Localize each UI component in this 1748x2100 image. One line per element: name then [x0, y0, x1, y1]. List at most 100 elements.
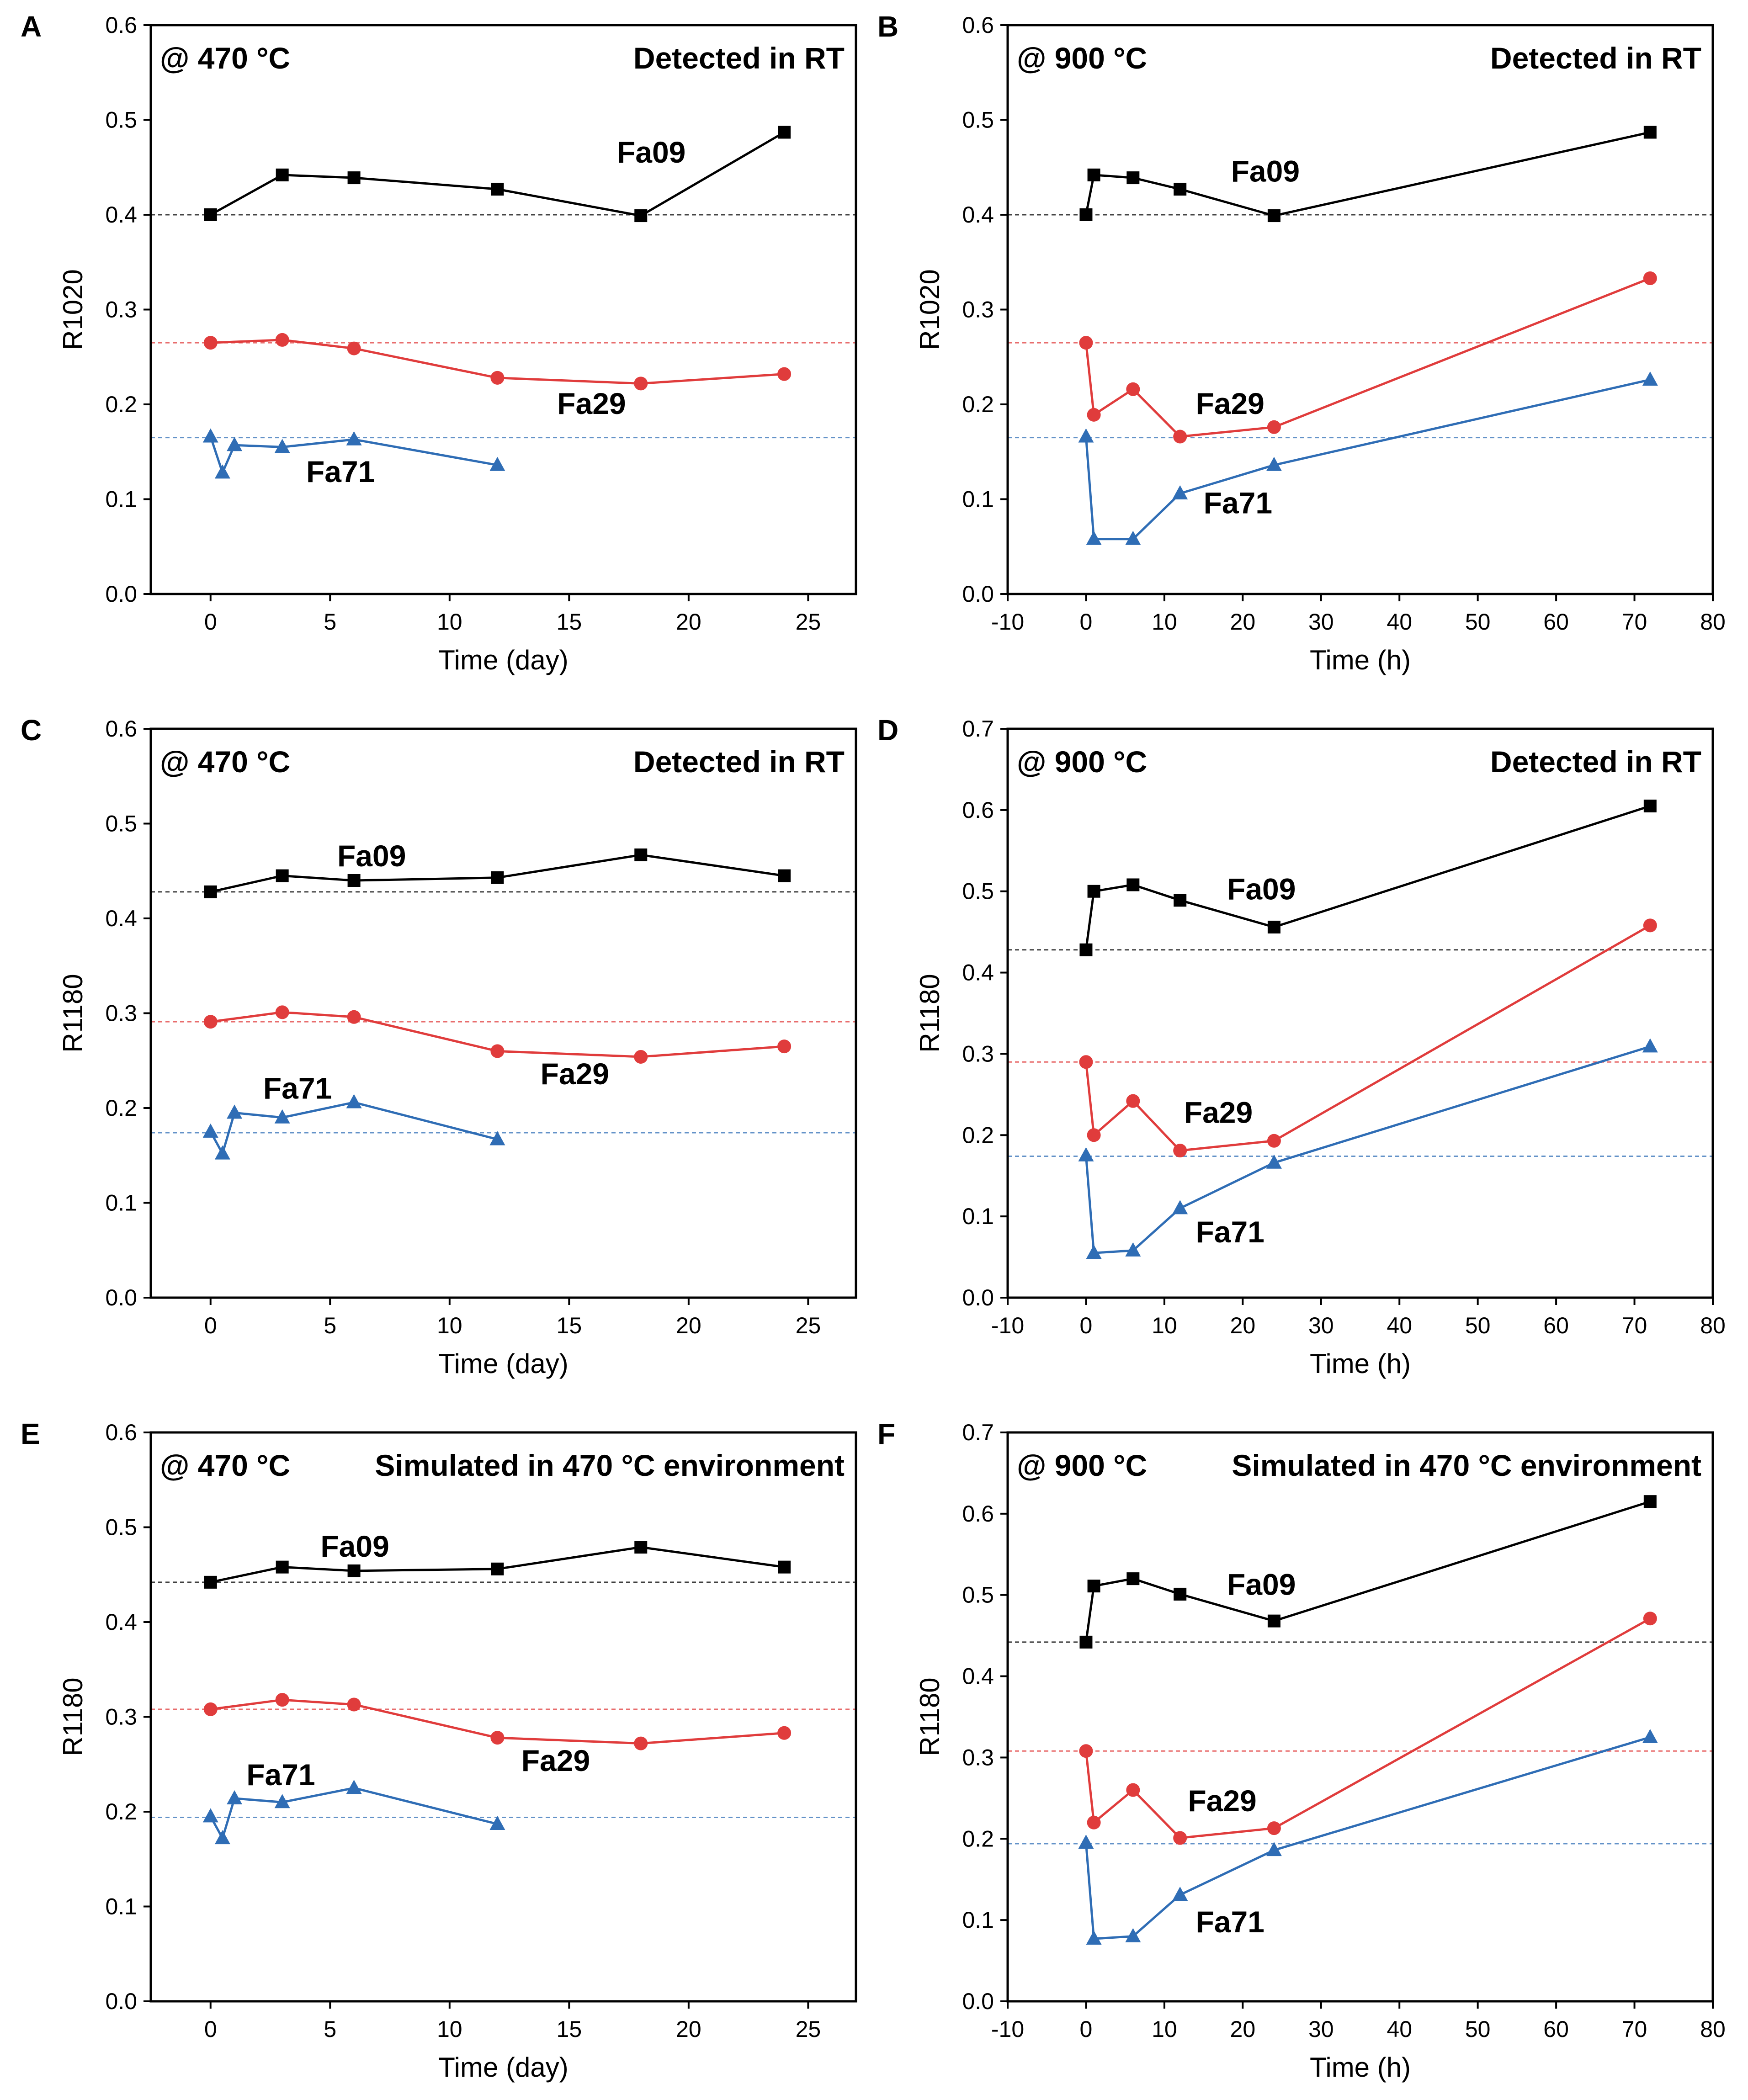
series-line-fa09: [210, 131, 785, 217]
y-tick-label: 0.1: [105, 1190, 137, 1216]
series-fa29: Fa29: [1079, 1612, 1657, 1845]
y-tick-label: 0.1: [105, 487, 137, 512]
y-tick-label: 0.3: [962, 1041, 994, 1066]
data-point: [204, 1575, 217, 1589]
annotation-condition: Simulated in 470 °C environment: [375, 1448, 845, 1482]
panel-letter: E: [21, 1417, 40, 1450]
series-label-fa09: Fa09: [1227, 1568, 1296, 1602]
data-point: [276, 168, 289, 181]
y-tick-label: 0.2: [962, 1122, 994, 1148]
panel-letter: B: [877, 10, 898, 43]
plot-frame: [149, 1431, 857, 2003]
x-axis-label: Time (h): [1310, 645, 1411, 675]
x-tick-label: 20: [1230, 609, 1256, 635]
x-tick-label: 80: [1700, 1313, 1726, 1338]
x-tick-label: 30: [1308, 1313, 1334, 1338]
y-tick-label: 0.1: [962, 1907, 994, 1933]
data-point: [1643, 918, 1657, 933]
data-point: [1266, 1842, 1282, 1856]
data-point: [1173, 1144, 1187, 1158]
data-point: [1267, 920, 1280, 933]
series-fa71: Fa71: [1078, 371, 1658, 545]
data-point: [1078, 1147, 1094, 1161]
annotation-condition: Detected in RT: [1490, 745, 1701, 779]
data-point: [1643, 271, 1657, 286]
data-point: [203, 1702, 218, 1716]
data-point: [1079, 1055, 1093, 1069]
data-point: [1087, 408, 1101, 422]
y-tick-label: 0.1: [962, 1204, 994, 1229]
panel-f: F 0.0 0.1 0.2 0.3 0.4 0.5 0.6 0.7 -10 0 10 20 30 40 50 6…: [877, 1417, 1726, 2083]
data-point: [1087, 1815, 1101, 1830]
data-point: [634, 848, 648, 861]
data-point: [275, 1693, 289, 1707]
y-tick-label: 0.6: [105, 12, 137, 38]
annotation-temperature: @ 900 °C: [1017, 745, 1147, 779]
series-label-fa71: Fa71: [1204, 486, 1272, 520]
series-line-fa29: [210, 339, 785, 385]
data-point: [491, 182, 504, 196]
plot-frame: [149, 727, 857, 1299]
x-tick-label: 25: [796, 1313, 821, 1338]
panel-b: B 0.0 0.1 0.2 0.3 0.4 0.5 0.6 -10 0 10 20 30 40 50 60 70…: [877, 10, 1726, 675]
data-point: [1126, 1783, 1140, 1797]
series-label-fa09: Fa09: [1227, 872, 1296, 906]
series-line-fa29: [1084, 277, 1651, 438]
series-line-fa71: [1084, 1045, 1651, 1254]
x-tick-label: 70: [1622, 2016, 1647, 2042]
data-point: [276, 1560, 289, 1574]
series-label-fa09: Fa09: [1231, 154, 1300, 188]
y-tick-label: 0.1: [105, 1894, 137, 1920]
y-axis-label: R1180: [58, 974, 88, 1052]
data-point: [491, 871, 504, 884]
x-tick-label: 10: [437, 609, 462, 635]
series-fa09: Fa09: [204, 1529, 791, 1589]
y-tick-label: 0.4: [105, 906, 137, 931]
y-tick-label: 0.6: [962, 1501, 994, 1527]
data-point: [1086, 530, 1102, 545]
series-line-fa09: [1084, 1500, 1651, 1643]
series-fa29: Fa29: [1079, 918, 1657, 1158]
data-point: [203, 336, 218, 350]
series-label-fa29: Fa29: [1188, 1784, 1256, 1818]
y-tick-label: 0.3: [105, 1704, 137, 1730]
data-point: [777, 1726, 792, 1740]
plot-frame: [1006, 727, 1714, 1299]
data-point: [1267, 209, 1280, 223]
series-line-fa09: [1084, 131, 1651, 217]
data-point: [1126, 1094, 1140, 1108]
data-point: [777, 367, 792, 381]
data-point: [1642, 371, 1658, 386]
x-tick-label: 15: [557, 609, 582, 635]
y-tick-label: 0.3: [962, 297, 994, 323]
x-tick-label: 20: [1230, 2016, 1256, 2042]
plot-frame: [1006, 24, 1714, 595]
y-tick-label: 0.5: [105, 107, 137, 133]
data-point: [1079, 943, 1093, 956]
data-point: [1126, 878, 1140, 891]
x-tick-label: 0: [1080, 609, 1093, 635]
data-point: [202, 1808, 218, 1823]
y-tick-label: 0.7: [962, 1420, 994, 1445]
x-tick-label: 0: [204, 2016, 217, 2042]
data-point: [214, 464, 230, 479]
annotation-condition: Simulated in 470 °C environment: [1232, 1448, 1701, 1482]
series-fa29: Fa29: [203, 333, 792, 420]
x-tick-label: 50: [1465, 1313, 1491, 1338]
data-point: [202, 1123, 218, 1138]
x-tick-label: 50: [1465, 609, 1491, 635]
x-tick-label: 20: [676, 2016, 701, 2042]
data-point: [634, 209, 648, 223]
x-tick-label: 60: [1543, 609, 1569, 635]
series-line-fa29: [1084, 924, 1651, 1152]
y-tick-label: 0.2: [105, 1095, 137, 1121]
series-fa71: Fa71: [202, 428, 505, 488]
data-point: [490, 1044, 505, 1058]
annotation-condition: Detected in RT: [1490, 41, 1701, 75]
y-tick-label: 0.2: [105, 392, 137, 417]
series-fa09: Fa09: [204, 126, 791, 223]
data-point: [1079, 1744, 1093, 1758]
series-fa71: Fa71: [202, 1071, 505, 1160]
panel-d: D 0.0 0.1 0.2 0.3 0.4 0.5 0.6 0.7 -10 0 10 20 30 40 50 6…: [877, 714, 1726, 1379]
x-tick-label: 10: [437, 1313, 462, 1338]
